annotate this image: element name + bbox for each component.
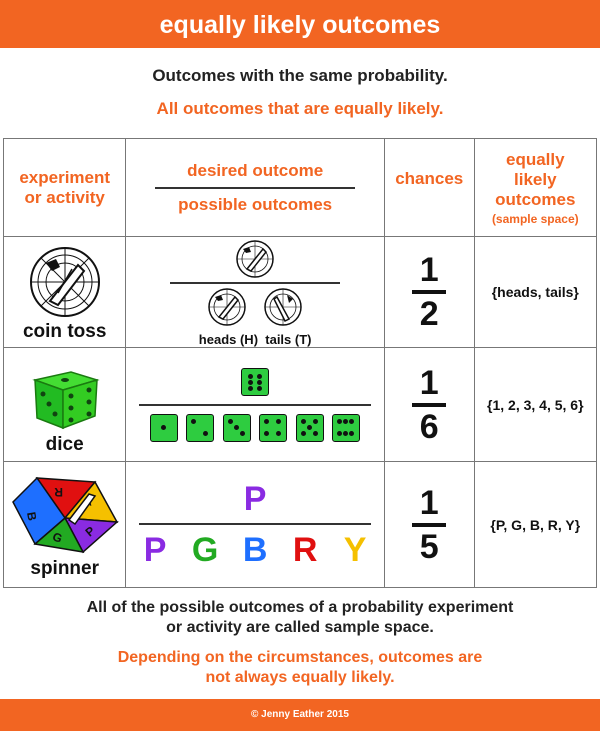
header-desired: desired outcome xyxy=(187,160,324,180)
coin-chances: 1 2 xyxy=(383,236,475,348)
coin-sample-space: {heads, tails} xyxy=(473,236,598,348)
coin-fraction-bar xyxy=(412,290,447,294)
coin-denominator: 2 xyxy=(419,295,439,333)
header-equally-text: equally likely outcomes xyxy=(495,149,576,209)
svg-text:R: R xyxy=(54,485,63,499)
header-chances: chances xyxy=(383,138,475,237)
outcome-letter: P xyxy=(143,530,167,569)
page-title: equally likely outcomes xyxy=(0,0,600,48)
header-experiment: experiment or activity xyxy=(2,138,127,237)
dice-chances: 1 6 xyxy=(383,347,475,462)
header-experiment-text: experiment or activity xyxy=(19,167,111,207)
outcome-letter: G xyxy=(191,530,219,569)
dice-label: dice xyxy=(45,433,84,455)
die-six xyxy=(126,367,384,396)
outcome-letter: R xyxy=(292,530,318,569)
header-fraction: desired outcome possible outcomes xyxy=(125,138,385,237)
spinner-chances: 1 5 xyxy=(383,461,475,588)
die-face-5 xyxy=(295,413,324,442)
coin-both-icons xyxy=(126,287,384,332)
coin-heads-icon xyxy=(236,240,274,278)
tails-label: tails (T) xyxy=(265,332,312,347)
svg-text:B: B xyxy=(24,510,39,521)
die-face-3 xyxy=(222,413,251,442)
coin-outcomes: heads (H) tails (T) xyxy=(125,236,385,348)
spinner-denominator: 5 xyxy=(419,527,439,566)
header-equally-likely: equally likely outcomes (sample space) xyxy=(473,138,598,237)
header-fraction-line xyxy=(155,186,356,189)
subtitle-orange: All outcomes that are equally likely. xyxy=(156,99,444,118)
circumstances-note: Depending on the circumstances, outcomes… xyxy=(117,649,483,686)
spinner-label: spinner xyxy=(30,557,99,579)
coin-toss-label: coin toss xyxy=(22,321,107,342)
die-face-1 xyxy=(150,413,179,442)
coin-tails-icon xyxy=(264,288,303,326)
outcome-letter: Y xyxy=(343,530,367,569)
dice-cell: dice xyxy=(2,347,127,462)
die-face-2 xyxy=(186,413,215,442)
spinner-fraction-line xyxy=(139,522,372,525)
sample-space-definition: All of the possible outcomes of a probab… xyxy=(86,599,514,636)
coin-numerator: 1 xyxy=(419,251,439,289)
spinner-cell: R Y P G B spinner xyxy=(2,461,127,588)
dice-numerator: 1 xyxy=(419,363,439,402)
spinner-icon: R Y P G B xyxy=(11,476,119,553)
die-face-6 xyxy=(332,413,361,442)
dice-all-faces xyxy=(126,413,384,442)
spinner-fraction: 1 5 xyxy=(385,485,474,565)
spinner-fraction-bar xyxy=(412,522,447,527)
dice-fraction-bar xyxy=(412,402,447,407)
spinner-sample-space: {P, G, B, R, Y} xyxy=(473,461,598,588)
die-face-4 xyxy=(259,413,288,442)
coin-heads-icon xyxy=(208,288,246,326)
svg-text:G: G xyxy=(50,529,64,545)
die-face-6 xyxy=(241,367,270,396)
outcomes-table: experiment or activity desired outcome p… xyxy=(2,138,598,588)
copyright: © Jenny Eather 2015 xyxy=(0,699,600,731)
coin-fraction: 1 2 xyxy=(385,252,474,332)
outcome-letter: B xyxy=(242,530,268,569)
dice-sample-space: {1, 2, 3, 4, 5, 6} xyxy=(473,347,598,462)
coin-cell: coin toss xyxy=(2,236,127,348)
header-sample-space: (sample space) xyxy=(491,211,579,226)
heads-label: heads (H) xyxy=(198,332,259,347)
coin-outcome-labels: heads (H) tails (T) xyxy=(126,332,384,347)
header-possible: possible outcomes xyxy=(178,194,333,214)
header-chances-text: chances xyxy=(395,168,464,188)
subtitle: Outcomes with the same probability. xyxy=(152,66,448,85)
dice-fraction-line xyxy=(139,403,372,406)
dice-fraction: 1 6 xyxy=(385,365,474,445)
dice-outcomes xyxy=(125,347,385,462)
coin-icon xyxy=(29,247,100,317)
desired-letter: P xyxy=(243,479,267,518)
coin-fraction-line xyxy=(170,282,341,284)
die-icon xyxy=(31,370,100,429)
spinner-numerator: 1 xyxy=(419,483,439,522)
dice-denominator: 6 xyxy=(419,407,439,446)
spinner-desired: P xyxy=(126,480,384,519)
